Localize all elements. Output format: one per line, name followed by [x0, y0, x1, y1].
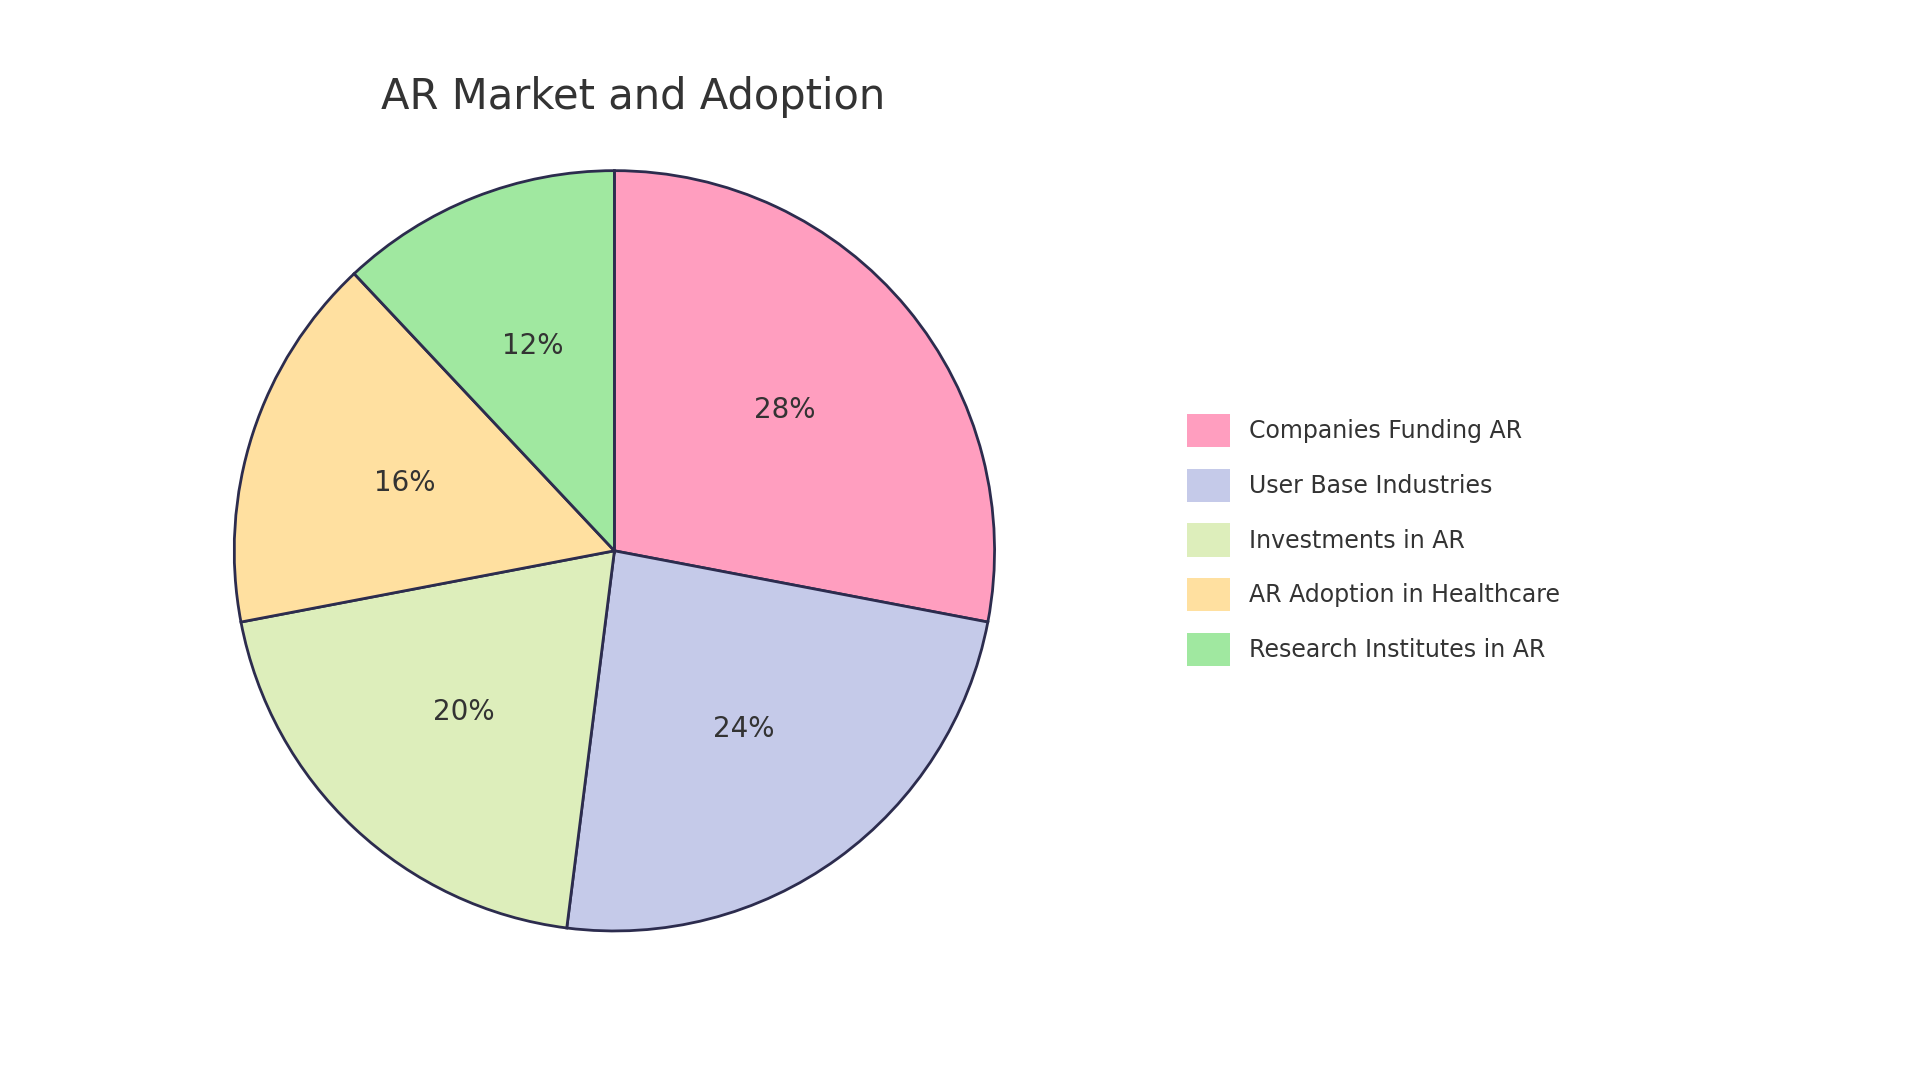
Wedge shape [353, 171, 614, 551]
Text: 28%: 28% [753, 396, 816, 424]
Wedge shape [614, 171, 995, 622]
Wedge shape [242, 551, 614, 928]
Text: AR Market and Adoption: AR Market and Adoption [382, 76, 885, 118]
Wedge shape [234, 273, 614, 622]
Wedge shape [566, 551, 987, 931]
Legend: Companies Funding AR, User Base Industries, Investments in AR, AR Adoption in He: Companies Funding AR, User Base Industri… [1164, 390, 1584, 690]
Text: 20%: 20% [432, 698, 493, 726]
Text: 12%: 12% [503, 332, 564, 360]
Text: 24%: 24% [712, 715, 776, 743]
Text: 16%: 16% [374, 469, 436, 497]
